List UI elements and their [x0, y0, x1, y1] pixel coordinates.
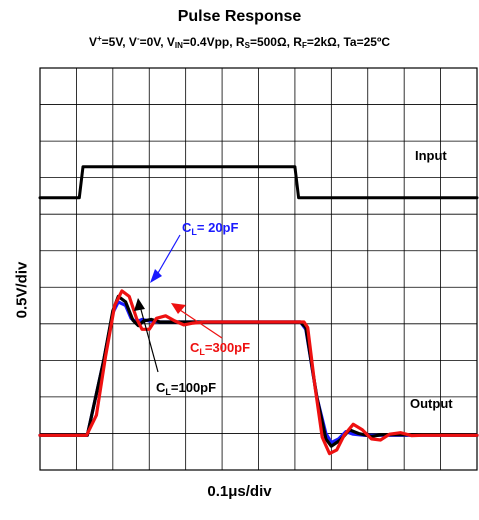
cl100-label-pre: C: [156, 380, 166, 395]
series-line-cl-300pf: [38, 289, 479, 456]
rs-subscript: S: [244, 41, 250, 50]
cl20-arrow-line: [157, 234, 181, 274]
vplus-superscript: +: [96, 34, 102, 43]
vplus-value: =5V,: [101, 35, 129, 49]
vminus-value: =0V,: [139, 35, 167, 49]
cl100-label-sub: L: [165, 387, 171, 397]
vin-value: =0.4Vpp,: [182, 35, 236, 49]
cl100-label-post: =100pF: [171, 380, 216, 395]
vin-subscript: IN: [174, 41, 183, 50]
grid: [40, 68, 477, 470]
vplus-symbol: V: [88, 35, 97, 49]
rf-value: =2kΩ,: [306, 35, 344, 49]
cl20-label-pre: C: [182, 220, 192, 235]
series-lines: [38, 165, 479, 456]
plot-frame: [39, 67, 478, 471]
cl100-label: CL=100pF: [156, 380, 216, 397]
ta-value: Ta=25ºC: [343, 35, 391, 49]
cl300-label-sub: L: [199, 347, 205, 357]
chart-title: Pulse Response: [177, 8, 302, 25]
cl300-arrowhead: [171, 303, 186, 314]
test-conditions: V+=5V, V-=0V, VIN=0.4Vpp, RS=500Ω, RF=2k…: [0, 34, 479, 50]
cl300-label-post: =300pF: [205, 340, 250, 355]
cl300-arrow-line: [179, 309, 223, 339]
cl20-label-sub: L: [191, 227, 197, 237]
rs-value: =500Ω,: [249, 35, 294, 49]
vin-symbol: V: [166, 35, 175, 49]
rf-symbol: R: [293, 35, 302, 49]
cl100-arrow-line: [139, 305, 159, 373]
cl300-label: CL=300pF: [190, 340, 250, 357]
input-label: Input: [415, 148, 447, 163]
output-label: Output: [410, 396, 453, 411]
vminus-symbol: V: [128, 35, 137, 49]
cl100-arrowhead: [134, 298, 145, 311]
vminus-superscript: -: [136, 34, 140, 43]
cl20-arrowhead: [150, 269, 162, 283]
x-axis-label: 0.1μs/div: [207, 483, 272, 500]
rf-subscript: F: [301, 41, 307, 50]
cl300-label-pre: C: [190, 340, 200, 355]
cl20-label-post: = 20pF: [197, 220, 239, 235]
series-line-input: [38, 165, 479, 200]
rs-symbol: R: [235, 35, 245, 49]
cl20-label: CL= 20pF: [182, 220, 238, 237]
